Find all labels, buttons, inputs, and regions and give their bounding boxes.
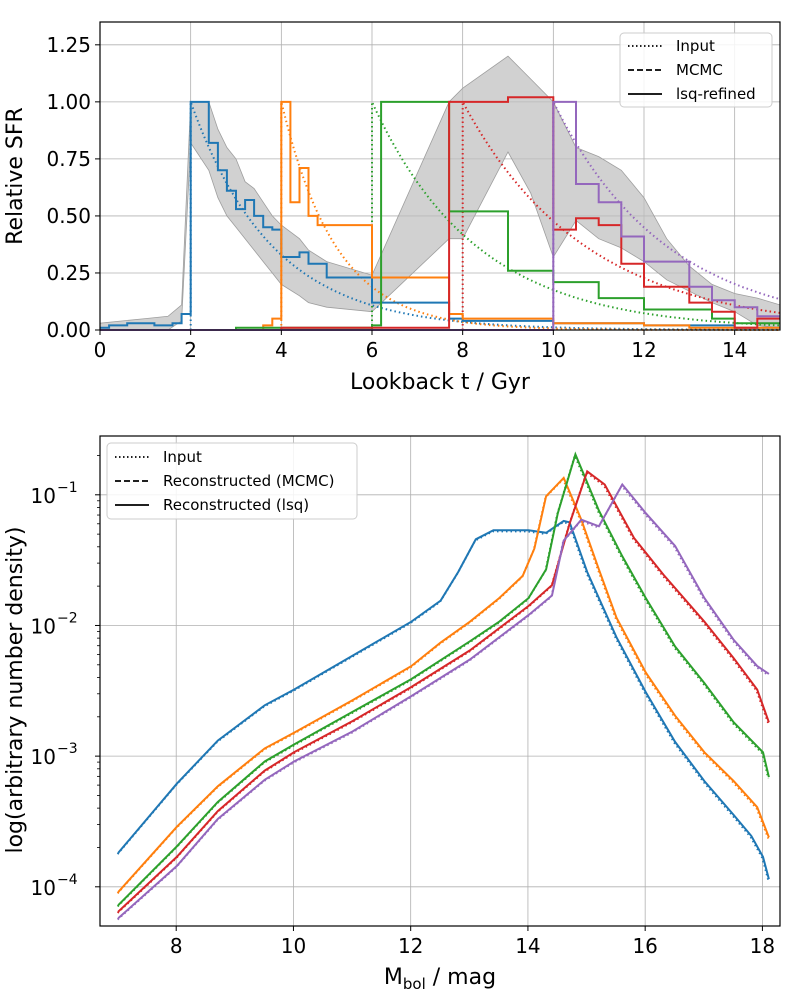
sfr-plot-frame <box>99 21 781 331</box>
sfr-step-series <box>100 100 780 331</box>
lf-input-curve <box>116 470 770 914</box>
sfr-x-tick-label: 8 <box>456 338 469 362</box>
sfr-legend-mcmc: MCMC <box>676 61 723 79</box>
lf-legend-box <box>106 442 358 520</box>
lf-y-tick-exponent: −2 <box>57 610 78 626</box>
sfr-step-series <box>100 100 780 331</box>
lf-x-tick-label: 14 <box>515 934 540 958</box>
sfr-legend-lsq: lsq-refined <box>676 85 756 103</box>
sfr-x-tick-label: 6 <box>366 338 379 362</box>
sfr-x-tick-label: 10 <box>541 338 566 362</box>
sfr-y-ticks: 0.00 0.25 0.50 0.75 1.00 1.25 <box>46 33 100 342</box>
lf-y-tick-label: 10 <box>31 484 56 508</box>
sfr-legend: Input MCMC lsq-refined <box>619 32 773 108</box>
lf-panel: 8 10 12 14 16 18 10−110−210−310−4 Mbol / mag … <box>3 435 781 993</box>
lf-x-label-m: M <box>384 965 403 990</box>
lf-legend-lsq: Reconstructed (lsq) <box>163 496 309 514</box>
lf-curves <box>116 451 770 921</box>
lf-x-label-tail: / mag <box>426 965 496 990</box>
lf-y-tick-base: 10 <box>31 745 56 769</box>
sfr-reconstructed-steps <box>100 96 780 331</box>
lf-input-curve <box>116 521 770 881</box>
lf-x-label-sub: bol <box>403 975 426 993</box>
lf-reconstructed-curve <box>117 482 770 920</box>
lf-input-curve <box>116 483 769 921</box>
lf-y-tick-base: 10 <box>31 876 56 900</box>
sfr-input-curve <box>371 101 781 330</box>
sfr-x-axis-label: Lookback t / Gyr <box>350 370 531 395</box>
sfr-x-tick-label: 2 <box>184 338 197 362</box>
sfr-step-series <box>100 96 780 331</box>
lf-y-tick-label: 10 <box>31 614 56 638</box>
sfr-y-tick-label: 0.25 <box>46 261 91 285</box>
lf-y-tick-base: 10 <box>31 614 56 638</box>
lf-legend-mcmc: Reconstructed (MCMC) <box>163 472 334 490</box>
sfr-y-tick-label: 0.75 <box>46 147 91 171</box>
sfr-x-tick-label: 12 <box>631 338 656 362</box>
lf-y-tick-label: 10 <box>31 876 56 900</box>
lf-reconstructed-curve <box>117 476 770 893</box>
lf-y-tick-label: 10 <box>31 745 56 769</box>
sfr-input-curve <box>552 101 781 330</box>
sfr-x-tick-label: 14 <box>722 338 747 362</box>
sfr-x-tick-label: 4 <box>275 338 288 362</box>
lf-y-tick-exponent: −1 <box>57 480 78 496</box>
sfr-y-tick-label: 0.00 <box>46 318 91 342</box>
lf-reconstructed-curve <box>117 469 770 913</box>
lf-x-tick-label: 10 <box>281 934 306 958</box>
sfr-panel: 0 2 4 6 8 10 12 14 0.00 0.25 0.50 0.75 1.00 1.25 Loo… <box>3 21 781 395</box>
lf-y-ticks: 10−110−210−310−4 <box>31 455 100 900</box>
lf-y-tick-base: 10 <box>31 484 56 508</box>
lf-x-ticks: 8 10 12 14 16 18 <box>170 926 775 958</box>
sfr-y-axis-label: Relative SFR <box>3 107 28 245</box>
lf-x-tick-label: 12 <box>398 934 423 958</box>
sfr-x-ticks: 0 2 4 6 8 10 12 14 <box>94 330 747 362</box>
sfr-legend-input: Input <box>676 37 715 55</box>
lf-input-curve <box>116 452 770 908</box>
lf-legend-input: Input <box>163 448 202 466</box>
sfr-legend-box <box>619 32 773 108</box>
lf-legend: Input Reconstructed (MCMC) Reconstructed… <box>106 442 358 520</box>
sfr-input-curve <box>461 101 781 330</box>
sfr-y-tick-label: 0.50 <box>46 204 91 228</box>
lf-y-tick-exponent: −3 <box>57 741 78 757</box>
lf-reconstructed-curve <box>117 519 770 880</box>
lf-y-axis-label: log(arbitrary number density) <box>3 526 28 853</box>
lf-y-tick-exponent: −4 <box>57 872 78 888</box>
sfr-x-tick-label: 0 <box>94 338 107 362</box>
lf-reconstructed-curve <box>117 451 770 906</box>
sfr-y-tick-label: 1.25 <box>46 33 91 57</box>
lf-input-curve <box>116 477 770 894</box>
lf-x-tick-label: 16 <box>632 934 657 958</box>
lf-x-axis-label: Mbol / mag <box>384 965 496 993</box>
sfr-y-tick-label: 1.00 <box>46 90 91 114</box>
sfr-step-series <box>100 100 780 329</box>
lf-x-tick-label: 18 <box>750 934 775 958</box>
lf-x-tick-label: 8 <box>170 934 183 958</box>
lf-plot-frame <box>99 435 781 927</box>
